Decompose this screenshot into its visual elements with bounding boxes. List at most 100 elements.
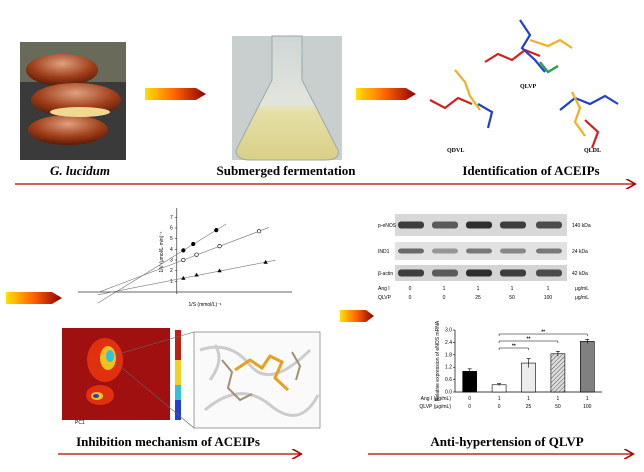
row-level: 25	[526, 404, 532, 410]
y-tick-label: 6	[170, 226, 173, 232]
colorbar	[175, 385, 181, 400]
significance-label: **	[527, 337, 531, 343]
point	[256, 229, 262, 234]
y-axis-label: 1/V (μmol/L·min)⁻¹	[159, 231, 165, 273]
blot-row-label: IND1	[378, 249, 390, 255]
step-label: Inhibition mechanism of ACEIPs	[76, 434, 260, 449]
docking-image	[193, 331, 321, 429]
row-level: 1	[557, 396, 560, 402]
y-tick-label: 1	[170, 279, 173, 285]
step-label: Identification of ACEIPs	[462, 163, 599, 178]
colorbar	[175, 360, 181, 385]
row-level: 0	[498, 404, 501, 410]
blot-band	[500, 269, 526, 277]
point	[217, 268, 222, 273]
bar	[550, 353, 566, 393]
point	[181, 257, 186, 263]
error-bar	[585, 339, 590, 344]
blot-band	[466, 269, 492, 277]
bar	[491, 384, 507, 393]
zoom-line	[114, 331, 195, 356]
blot-band	[536, 248, 562, 254]
step-label: Submerged fermentation	[216, 163, 356, 178]
y-tick-label: 2	[170, 268, 173, 274]
point	[194, 252, 199, 257]
significance-label: **	[512, 344, 516, 350]
condition-level: 100	[544, 295, 553, 301]
blot-band	[432, 248, 458, 254]
condition-label: QLVP	[378, 295, 392, 301]
blot-band	[536, 221, 562, 229]
peptide-label: QLVP	[520, 84, 536, 90]
blot-row-label: p-eNOS	[378, 223, 397, 229]
blot-band	[466, 248, 492, 254]
row-level: 0	[468, 396, 471, 402]
y-tick-label: 1.8	[445, 352, 452, 358]
row-label: QLVP (μg/mL)	[419, 404, 451, 410]
y-tick-label: 7	[170, 215, 173, 221]
bar	[462, 371, 478, 393]
y-tick-label: 3	[170, 258, 173, 264]
step-label: Anti-hypertension of QLVP	[430, 434, 583, 449]
row-level: 1	[586, 396, 589, 402]
step-label: G. lucidum	[50, 163, 110, 178]
process-arrow	[6, 292, 62, 304]
point	[217, 244, 222, 249]
y-tick-label: 0.6	[445, 377, 452, 383]
blot-size-label: 42 kDa	[572, 271, 588, 277]
condition-level: 1	[443, 286, 446, 292]
y-tick-label: 5	[170, 236, 173, 242]
significance-bracket	[498, 333, 588, 336]
row-level: 0	[468, 404, 471, 410]
mushroom-image	[20, 42, 126, 160]
y-tick-label: 1.2	[445, 365, 452, 371]
condition-level: 0	[443, 295, 446, 301]
y-axis-label: Relative expression of eNOS mRNA	[435, 320, 441, 401]
row-level: 1	[498, 396, 501, 402]
zoom-line	[114, 361, 195, 429]
error-bar	[526, 358, 531, 368]
point	[263, 259, 268, 264]
condition-level: 0	[409, 286, 412, 292]
axis-label: PC1	[75, 420, 85, 426]
significance-bracket	[498, 340, 559, 343]
process-arrow	[340, 310, 374, 322]
error-bar	[467, 368, 472, 374]
blot-band	[500, 221, 526, 229]
peptide-label: QLDL	[584, 148, 601, 154]
point	[214, 228, 219, 233]
row-level: 50	[555, 404, 561, 410]
blot-row-label: β-actin	[378, 271, 393, 277]
row-level: 100	[583, 404, 592, 410]
blot-size-label: 24 kDa	[572, 249, 588, 255]
significance-bracket	[498, 347, 529, 350]
point	[194, 272, 199, 277]
blot-band	[500, 248, 526, 254]
fit-line	[97, 259, 276, 296]
blot-band	[398, 248, 424, 254]
blot-band	[432, 221, 458, 229]
blot-band	[398, 221, 424, 229]
blot-band	[466, 221, 492, 229]
blot-size-label: 140 kDa	[572, 223, 591, 229]
error-bar	[497, 383, 502, 386]
heatmap: PC1	[62, 328, 170, 426]
point	[181, 275, 186, 280]
blot-band	[536, 269, 562, 277]
error-bar	[555, 350, 560, 357]
condition-level: 1	[511, 286, 514, 292]
bar	[579, 341, 595, 393]
peptide-label: QDVL	[447, 148, 464, 154]
process-arrow	[145, 88, 206, 100]
y-tick-label: 4	[170, 247, 173, 253]
colorbar	[175, 330, 181, 360]
blot-band	[432, 269, 458, 277]
condition-level: 1	[477, 286, 480, 292]
point	[181, 248, 186, 253]
unit-label: μg/mL	[575, 295, 589, 301]
blot-band	[398, 269, 424, 277]
row-level: 1	[527, 396, 530, 402]
peptide-structures	[429, 19, 619, 149]
y-tick-label: 3.0	[445, 328, 452, 334]
